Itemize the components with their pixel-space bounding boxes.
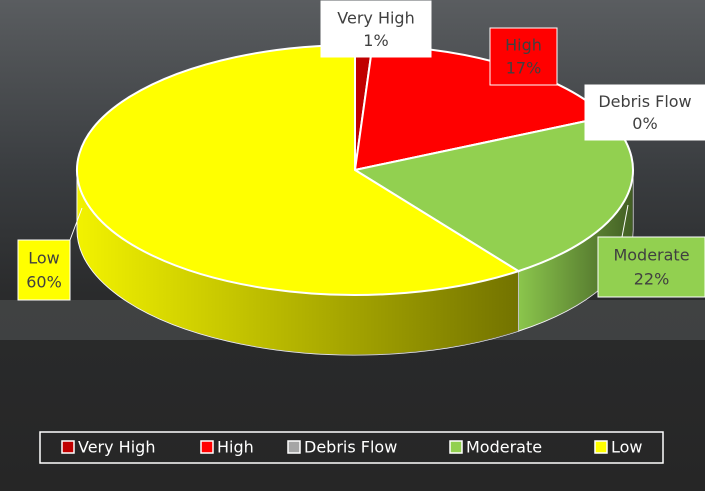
label-name: Debris Flow [598,92,691,111]
label-box [17,239,71,301]
legend-box [39,431,664,464]
label-box [489,27,558,86]
label-box [584,84,705,141]
legend-swatch [200,440,214,454]
legend-label: High [217,438,254,457]
label-box [597,236,705,298]
label-value: 60% [26,273,62,292]
label-name: Moderate [613,246,689,265]
legend-swatch [594,440,608,454]
leader-line [69,207,83,241]
legend: Very High High Debris Flow Moderate Low [61,438,643,457]
legend-label: Moderate [466,438,542,457]
legend-label: Very High [78,438,155,457]
legend-label: Debris Flow [304,438,397,457]
legend-swatch [287,440,301,454]
label-box [320,0,432,58]
label-value: 0% [632,114,657,133]
legend-label: Low [611,438,643,457]
label-value: 17% [506,59,542,78]
label-value: 22% [634,270,670,289]
legend-swatch [61,440,75,454]
label-value: 1% [363,31,388,50]
legend-swatch [449,440,463,454]
pie [76,43,634,356]
pie-side-shade [77,170,519,356]
label-name: Very High [337,8,414,27]
pie-slice [76,43,521,296]
leader-line [621,204,629,238]
data-labels: Very High 1% High 17% Debris Flow 0% Moderate 2… [17,0,705,301]
label-name: Low [28,249,60,268]
label-name: High [505,36,542,55]
pie-side-shade [518,170,633,332]
